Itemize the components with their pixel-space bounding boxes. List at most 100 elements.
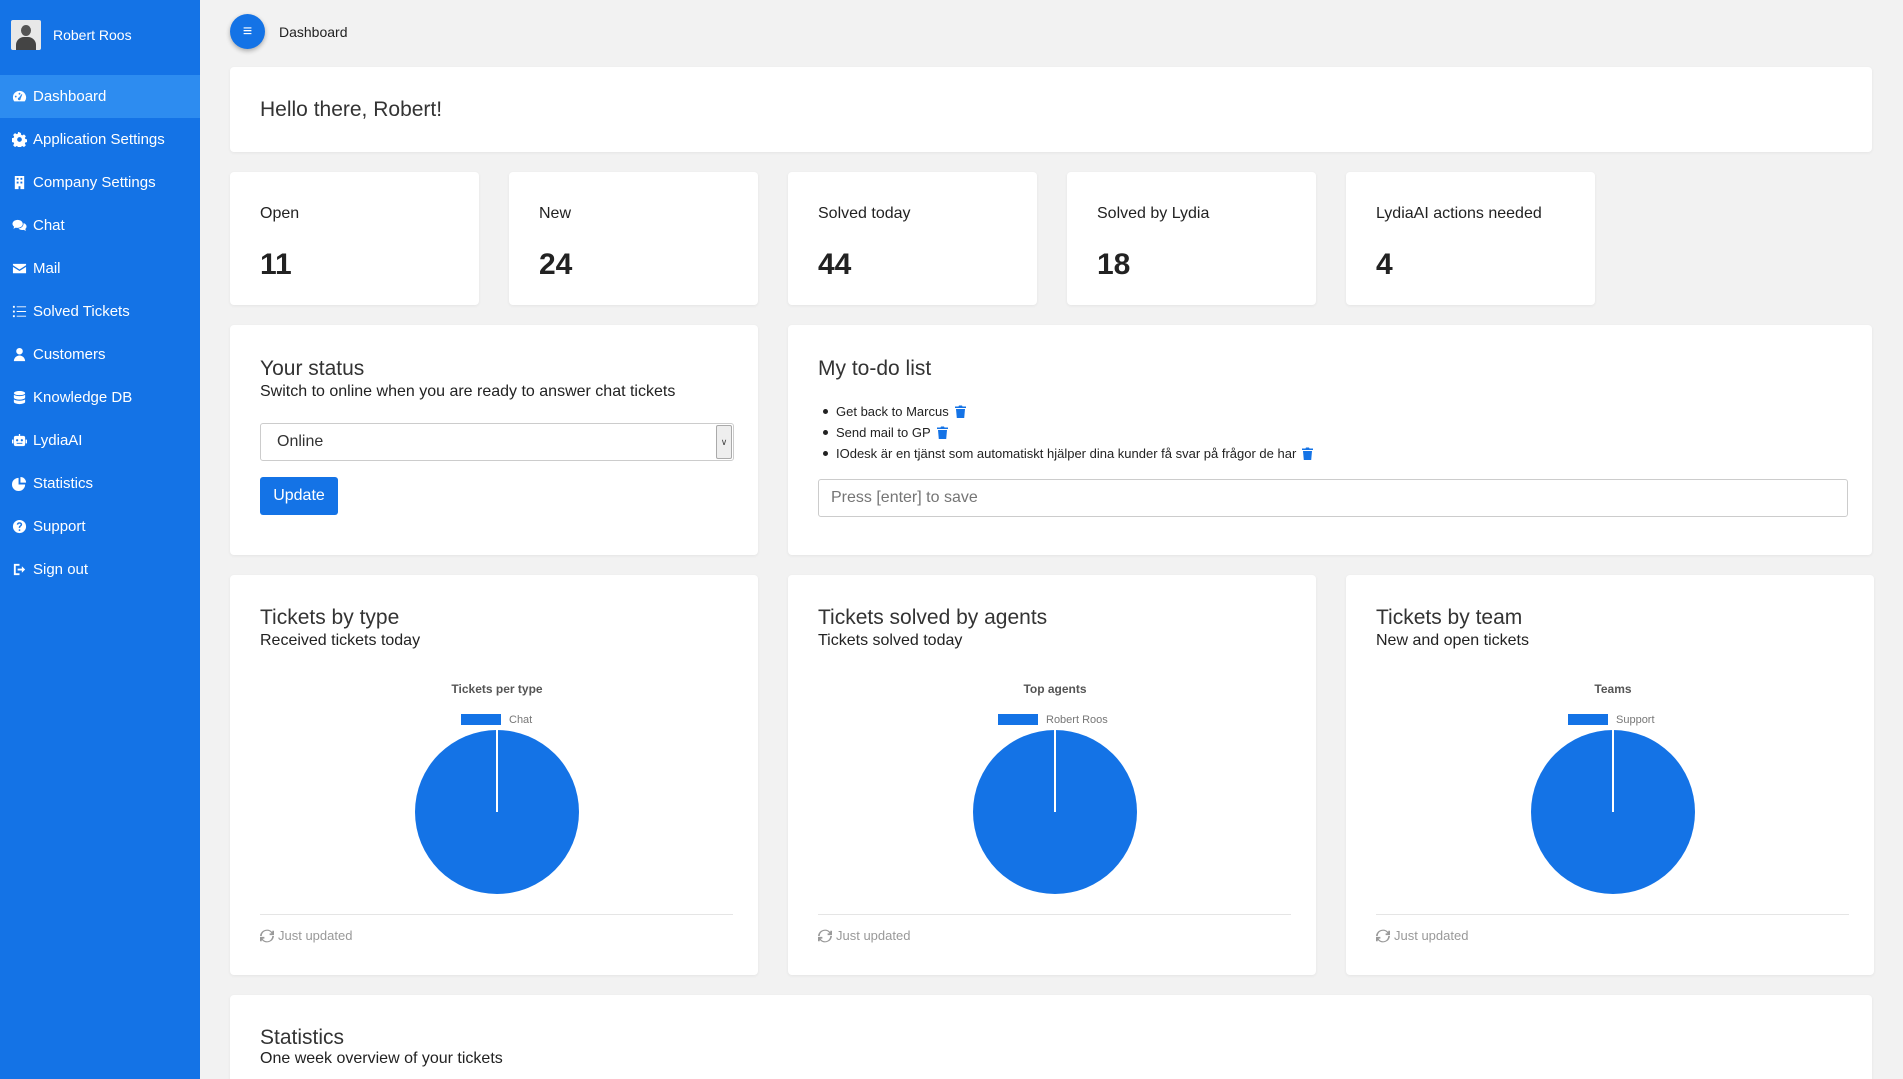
trash-icon[interactable] bbox=[1302, 447, 1314, 460]
sidebar-item-solved-tickets[interactable]: Solved Tickets bbox=[0, 290, 200, 333]
stat-value: 44 bbox=[818, 248, 852, 281]
chart-card-subtitle: Received tickets today bbox=[260, 632, 421, 649]
stat-card-solved-today: Solved today 44 bbox=[788, 172, 1037, 305]
status-card: Your status Switch to online when you ar… bbox=[230, 325, 758, 555]
chat-icon bbox=[12, 219, 27, 231]
gear-icon bbox=[12, 132, 27, 147]
trash-icon[interactable] bbox=[936, 426, 948, 439]
todo-card: My to-do list Get back to Marcus Send ma… bbox=[788, 325, 1872, 555]
sidebar-item-label: Support bbox=[33, 518, 86, 535]
status-title: Your status bbox=[260, 357, 365, 380]
legend-swatch bbox=[461, 714, 501, 725]
topbar: ≡ Dashboard bbox=[230, 14, 348, 49]
stat-card-open: Open 11 bbox=[230, 172, 479, 305]
updated-text: Just updated bbox=[836, 928, 911, 943]
stat-value: 4 bbox=[1376, 248, 1393, 281]
sidebar-item-label: Customers bbox=[33, 346, 106, 363]
sidebar-item-label: Chat bbox=[33, 217, 65, 234]
todo-text: IOdesk är en tjänst som automatiskt hjäl… bbox=[836, 446, 1297, 461]
profile[interactable]: Robert Roos bbox=[0, 0, 200, 70]
list-item: Get back to Marcus bbox=[818, 401, 1313, 422]
pie-chart: Tickets per type Chat bbox=[415, 682, 579, 894]
sidebar-item-statistics[interactable]: Statistics bbox=[0, 462, 200, 505]
statistics-card: Statistics One week overview of your tic… bbox=[230, 995, 1872, 1079]
sidebar-item-company-settings[interactable]: Company Settings bbox=[0, 161, 200, 204]
divider bbox=[260, 914, 733, 915]
todo-list: Get back to Marcus Send mail to GP IOdes… bbox=[818, 401, 1314, 464]
todo-text: Send mail to GP bbox=[836, 425, 931, 440]
update-status: Just updated bbox=[1376, 928, 1468, 943]
sidebar-item-label: Solved Tickets bbox=[33, 303, 130, 320]
profile-name: Robert Roos bbox=[53, 27, 132, 43]
refresh-icon bbox=[1376, 929, 1390, 942]
breadcrumb: Dashboard bbox=[279, 23, 348, 40]
sidebar-item-label: Sign out bbox=[33, 561, 89, 578]
stat-label: LydiaAI actions needed bbox=[1376, 205, 1542, 222]
stat-label: Open bbox=[260, 205, 300, 222]
chart-title: Teams bbox=[1594, 682, 1631, 696]
chart-card-tickets-by-team: Tickets by team New and open tickets Tea… bbox=[1346, 575, 1874, 975]
legend-swatch bbox=[1568, 714, 1608, 725]
menu-toggle-button[interactable]: ≡ bbox=[230, 14, 265, 49]
updated-text: Just updated bbox=[278, 928, 353, 943]
greeting-text: Hello there, Robert! bbox=[260, 98, 443, 121]
update-button[interactable]: Update bbox=[260, 477, 338, 515]
sign-out-icon bbox=[13, 563, 26, 576]
legend-label: Robert Roos bbox=[1046, 714, 1108, 726]
sidebar-item-label: Statistics bbox=[33, 475, 94, 492]
stat-label: Solved by Lydia bbox=[1097, 205, 1210, 222]
sidebar-item-dashboard[interactable]: Dashboard bbox=[0, 75, 200, 118]
chart-card-subtitle: New and open tickets bbox=[1376, 632, 1529, 649]
stat-value: 24 bbox=[539, 248, 573, 281]
divider bbox=[1376, 914, 1849, 915]
sidebar-item-label: Company Settings bbox=[33, 174, 156, 191]
list-item: IOdesk är en tjänst som automatiskt hjäl… bbox=[818, 443, 1314, 464]
sidebar-item-sign-out[interactable]: Sign out bbox=[0, 548, 200, 591]
chart-title: Top agents bbox=[1023, 682, 1086, 696]
mail-icon bbox=[12, 263, 27, 274]
robot-icon bbox=[12, 433, 27, 447]
status-select-value: Online bbox=[277, 433, 324, 450]
refresh-icon bbox=[260, 929, 274, 942]
sidebar-item-lydiaai[interactable]: LydiaAI bbox=[0, 419, 200, 462]
todo-text: Get back to Marcus bbox=[836, 404, 949, 419]
sidebar-item-label: LydiaAI bbox=[33, 432, 83, 449]
chart-card-tickets-by-type: Tickets by type Received tickets today T… bbox=[230, 575, 758, 975]
avatar bbox=[11, 20, 41, 50]
update-status: Just updated bbox=[260, 928, 352, 943]
stat-value: 11 bbox=[260, 248, 292, 281]
sidebar-item-application-settings[interactable]: Application Settings bbox=[0, 118, 200, 161]
sidebar-item-label: Dashboard bbox=[33, 88, 107, 105]
pie-chart-icon bbox=[12, 476, 27, 491]
sidebar-item-mail[interactable]: Mail bbox=[0, 247, 200, 290]
legend-label: Support bbox=[1616, 714, 1655, 726]
hamburger-icon: ≡ bbox=[242, 22, 253, 40]
chevron-down-icon: ∨ bbox=[716, 425, 732, 459]
chart-card-title: Tickets by type bbox=[260, 606, 400, 629]
sidebar-item-customers[interactable]: Customers bbox=[0, 333, 200, 376]
list-icon bbox=[12, 305, 27, 318]
status-select[interactable]: Online ∨ bbox=[260, 423, 734, 461]
sidebar-item-support[interactable]: Support bbox=[0, 505, 200, 548]
pie-chart: Top agents Robert Roos bbox=[973, 682, 1137, 894]
sidebar: Robert Roos Dashboard Application Settin… bbox=[0, 0, 200, 1079]
chart-card-title: Tickets by team bbox=[1376, 606, 1523, 629]
updated-text: Just updated bbox=[1394, 928, 1469, 943]
sidebar-item-chat[interactable]: Chat bbox=[0, 204, 200, 247]
stat-label: New bbox=[539, 205, 572, 222]
chart-card-subtitle: Tickets solved today bbox=[818, 632, 963, 649]
sidebar-item-knowledge-db[interactable]: Knowledge DB bbox=[0, 376, 200, 419]
statistics-subtitle: One week overview of your tickets bbox=[260, 1050, 503, 1067]
todo-input[interactable] bbox=[818, 479, 1848, 517]
statistics-title: Statistics bbox=[260, 1026, 345, 1049]
pie-chart: Teams Support bbox=[1531, 682, 1695, 894]
stat-card-lydiaai-actions: LydiaAI actions needed 4 bbox=[1346, 172, 1595, 305]
building-icon bbox=[14, 175, 25, 190]
legend-swatch bbox=[998, 714, 1038, 725]
legend-label: Chat bbox=[509, 714, 532, 726]
chart-card-title: Tickets solved by agents bbox=[818, 606, 1048, 629]
trash-icon[interactable] bbox=[954, 405, 966, 418]
stat-label: Solved today bbox=[818, 205, 911, 222]
user-icon bbox=[13, 347, 26, 362]
sidebar-item-label: Application Settings bbox=[33, 131, 165, 148]
